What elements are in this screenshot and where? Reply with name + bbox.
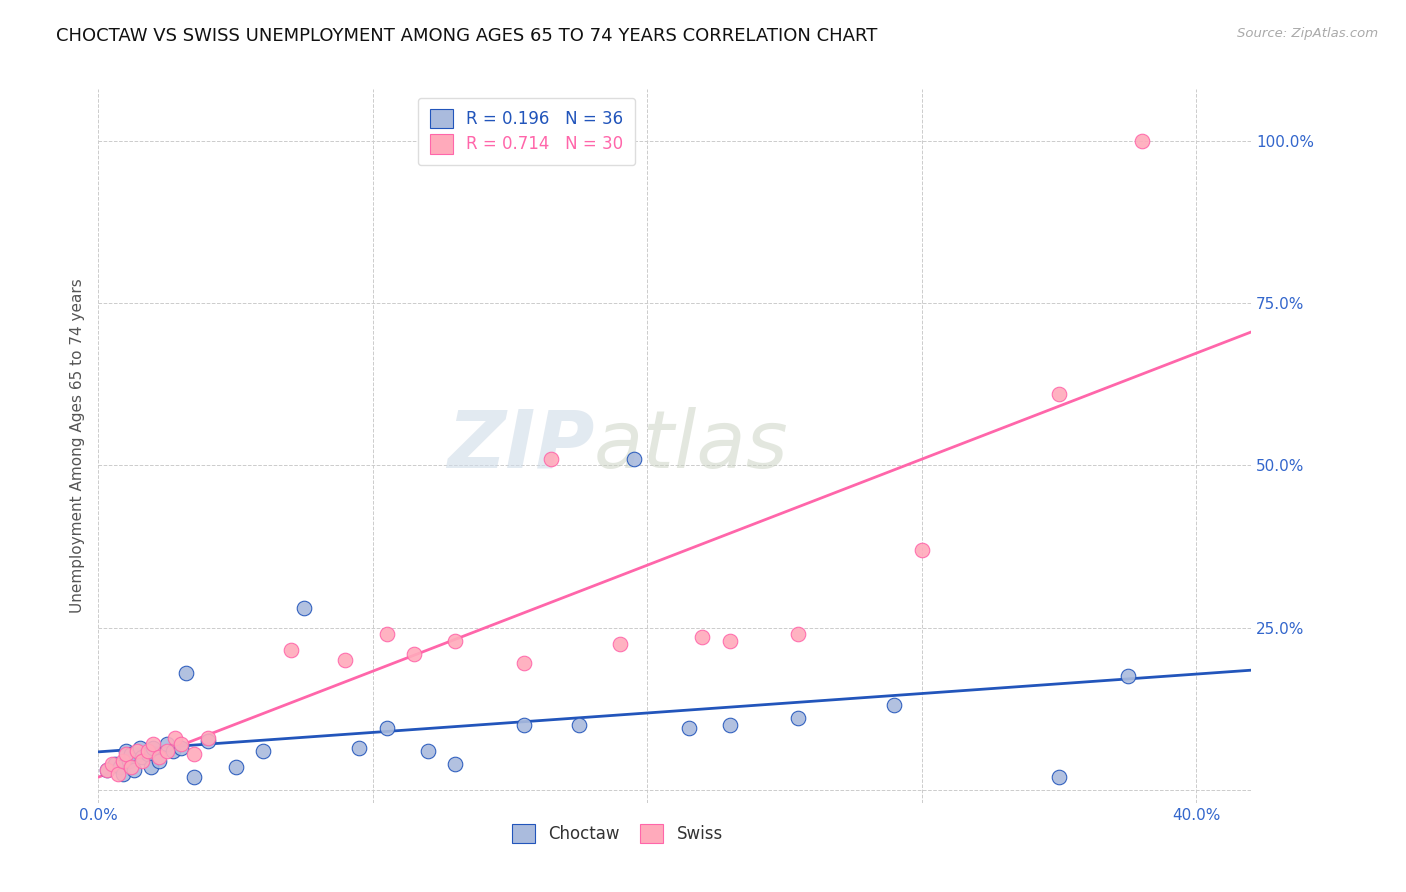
Point — [120, 760, 142, 774]
Point — [225, 760, 247, 774]
Point — [1047, 387, 1070, 401]
Point — [568, 718, 591, 732]
Point — [335, 653, 357, 667]
Point — [96, 764, 118, 778]
Point — [122, 764, 145, 778]
Point — [101, 756, 124, 771]
Point — [678, 721, 700, 735]
Point — [112, 766, 135, 780]
Point — [156, 744, 179, 758]
Point — [883, 698, 905, 713]
Point — [136, 744, 159, 758]
Point — [162, 744, 184, 758]
Point — [148, 750, 170, 764]
Text: ZIP: ZIP — [447, 407, 595, 485]
Point — [136, 747, 159, 761]
Point — [131, 754, 153, 768]
Point — [170, 740, 193, 755]
Point — [197, 731, 219, 745]
Point — [107, 766, 129, 780]
Point — [1047, 770, 1070, 784]
Point — [197, 734, 219, 748]
Point — [280, 643, 302, 657]
Point — [104, 756, 127, 771]
Point — [115, 744, 138, 758]
Point — [117, 754, 139, 768]
Y-axis label: Unemployment Among Ages 65 to 74 years: Unemployment Among Ages 65 to 74 years — [69, 278, 84, 614]
Point — [128, 740, 150, 755]
Legend: Choctaw, Swiss: Choctaw, Swiss — [501, 813, 734, 855]
Point — [110, 760, 132, 774]
Point — [170, 738, 193, 752]
Text: atlas: atlas — [595, 407, 789, 485]
Point — [148, 754, 170, 768]
Point — [183, 747, 205, 761]
Point — [787, 627, 810, 641]
Point — [174, 666, 197, 681]
Point — [1116, 669, 1139, 683]
Point — [96, 764, 118, 778]
Point — [375, 627, 398, 641]
Point — [718, 633, 741, 648]
Point — [142, 738, 165, 752]
Point — [609, 637, 631, 651]
Point — [292, 601, 315, 615]
Point — [540, 452, 562, 467]
Point — [112, 754, 135, 768]
Point — [623, 452, 645, 467]
Point — [718, 718, 741, 732]
Point — [347, 740, 370, 755]
Point — [252, 744, 274, 758]
Point — [139, 760, 162, 774]
Point — [165, 731, 187, 745]
Point — [115, 747, 138, 761]
Text: Source: ZipAtlas.com: Source: ZipAtlas.com — [1237, 27, 1378, 40]
Point — [444, 633, 467, 648]
Point — [513, 657, 536, 671]
Point — [156, 738, 179, 752]
Point — [911, 542, 934, 557]
Point — [787, 711, 810, 725]
Text: CHOCTAW VS SWISS UNEMPLOYMENT AMONG AGES 65 TO 74 YEARS CORRELATION CHART: CHOCTAW VS SWISS UNEMPLOYMENT AMONG AGES… — [56, 27, 877, 45]
Point — [444, 756, 467, 771]
Point — [120, 747, 142, 761]
Point — [692, 631, 714, 645]
Point — [183, 770, 205, 784]
Point — [1130, 134, 1153, 148]
Point — [125, 744, 148, 758]
Point — [131, 750, 153, 764]
Point — [142, 740, 165, 755]
Point — [404, 647, 426, 661]
Point — [513, 718, 536, 732]
Point — [416, 744, 439, 758]
Point — [375, 721, 398, 735]
